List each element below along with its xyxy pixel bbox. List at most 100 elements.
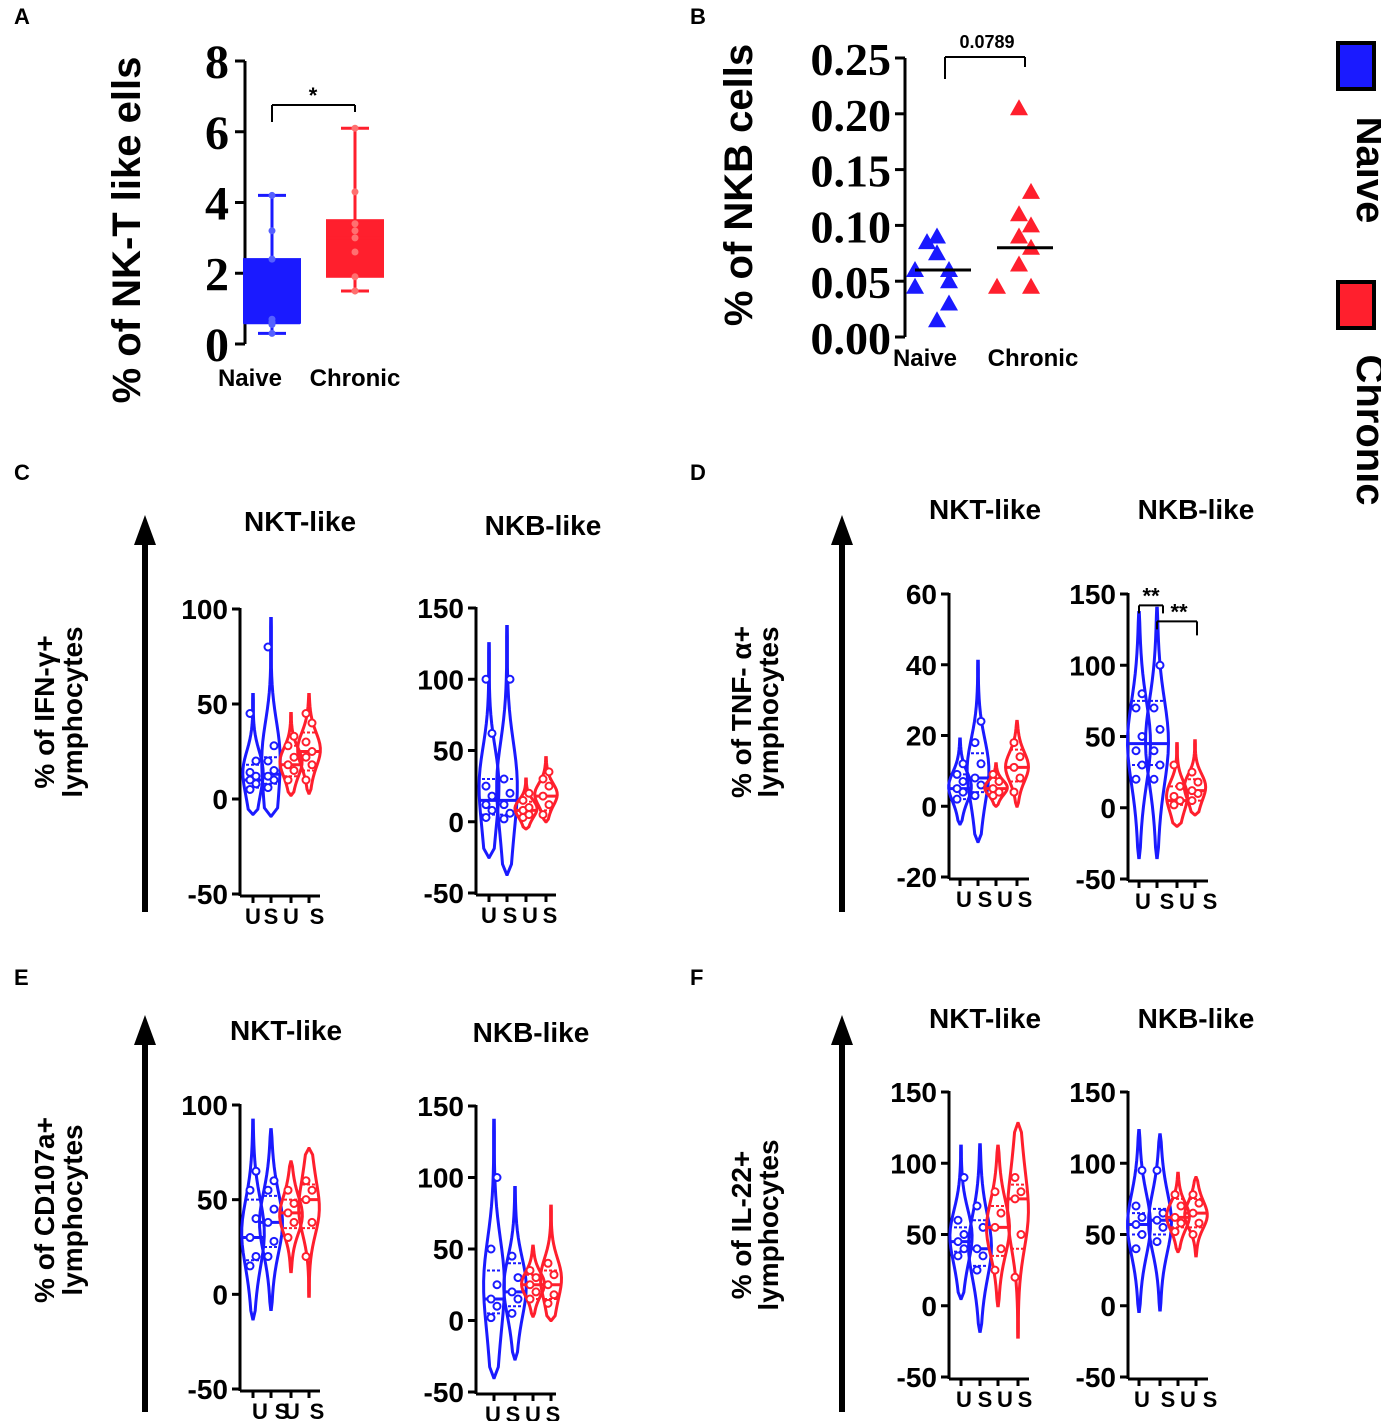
- violin-naive: [495, 625, 519, 876]
- data-point: [970, 791, 980, 801]
- x-tick-label: U: [485, 1402, 501, 1421]
- x-tick-label: S: [1018, 887, 1033, 912]
- data-point: [268, 191, 276, 199]
- data-point: [487, 791, 497, 801]
- data-point: [1188, 1208, 1198, 1218]
- data-point: [481, 674, 491, 684]
- violin-naive: [260, 617, 282, 818]
- violin-chronic: [513, 777, 539, 831]
- violin-shape: [965, 659, 991, 844]
- data-point: [1016, 1230, 1026, 1239]
- data-point: [1010, 1173, 1020, 1182]
- data-point: [245, 1233, 255, 1243]
- data-point: [1010, 1272, 1020, 1282]
- data-point: [972, 1244, 982, 1254]
- y-axis-label-line1: % of TNF- α+: [726, 626, 757, 798]
- data-point: [351, 234, 359, 242]
- data-point: [1131, 1220, 1141, 1230]
- violin-shape: [482, 1118, 506, 1380]
- y-axis-label-line2: lymphocytes: [57, 1124, 88, 1295]
- y-tick-label-b: 0.05: [811, 257, 892, 308]
- data-point: [1176, 1201, 1186, 1211]
- data-point: [990, 1222, 1000, 1232]
- data-point: [1187, 786, 1197, 796]
- data-point: [988, 784, 998, 794]
- data-point: [245, 767, 255, 777]
- data-point: [1010, 227, 1028, 244]
- data-point: [268, 255, 276, 263]
- x-tick-label: S: [503, 903, 518, 928]
- y-tick-label: 100: [417, 1163, 464, 1194]
- violin-shape: [477, 642, 501, 859]
- violin-shape: [502, 1186, 528, 1361]
- y-tick-label-a: 2: [205, 248, 229, 301]
- violin-naive: [502, 1186, 528, 1361]
- data-point: [307, 718, 317, 728]
- legend-label-naive: Naive: [1348, 117, 1381, 224]
- data-point: [928, 244, 946, 261]
- x-tick-label-b: Naive: [893, 345, 957, 372]
- data-point: [525, 1294, 535, 1304]
- panel-label-e: E: [14, 965, 29, 990]
- x-tick-label: S: [1018, 1387, 1033, 1412]
- x-tick-label: S: [264, 904, 279, 929]
- data-point: [1022, 216, 1040, 233]
- data-point: [906, 277, 924, 294]
- panel-e: E % of CD107a+lymphocytes NKT-like -50 0 50 10…: [14, 965, 589, 1421]
- y-tick-label-b: 0.10: [811, 201, 892, 252]
- data-point: [544, 800, 554, 810]
- subplot-title: NKB-like: [473, 1017, 590, 1048]
- data-point: [1175, 781, 1185, 791]
- violin-naive: [1126, 611, 1152, 860]
- x-tick-label: S: [310, 1399, 325, 1421]
- y-tick-label: 0: [921, 791, 937, 822]
- x-tick-label-a: Naive: [218, 365, 282, 392]
- data-point: [492, 1280, 502, 1290]
- data-point: [1015, 773, 1025, 783]
- up-arrow-head: [134, 515, 156, 545]
- data-point: [505, 808, 515, 818]
- y-tick-label: 20: [906, 721, 937, 752]
- sig-label-a: *: [309, 83, 318, 108]
- y-axis-label-line2: lymphocytes: [753, 626, 784, 797]
- data-point: [289, 1198, 299, 1208]
- panel-label-d: D: [690, 460, 706, 485]
- x-tick-label: S: [546, 1402, 561, 1421]
- data-point: [505, 788, 515, 798]
- data-point: [972, 1201, 982, 1211]
- violin-chronic: [1006, 1121, 1030, 1339]
- violin-naive: [948, 1144, 974, 1301]
- y-tick-label: -20: [897, 862, 937, 893]
- data-point: [481, 781, 491, 791]
- x-tick-label-b: Chronic: [988, 345, 1079, 372]
- y-tick-label: 50: [1085, 722, 1116, 753]
- data-point: [538, 810, 548, 820]
- data-point: [959, 1173, 969, 1182]
- data-point: [307, 747, 317, 756]
- y-tick-label: 150: [1069, 1077, 1116, 1108]
- y-tick-label: 50: [433, 1234, 464, 1265]
- data-point: [1175, 796, 1185, 806]
- x-tick-label: U: [1134, 1387, 1150, 1412]
- y-tick-label: -50: [188, 1374, 228, 1405]
- data-point: [996, 1244, 1006, 1254]
- data-point: [1152, 1165, 1162, 1175]
- data-point: [1137, 689, 1147, 699]
- y-tick-label: 0: [921, 1291, 937, 1322]
- data-point: [1194, 1198, 1204, 1208]
- data-point: [251, 771, 261, 781]
- violin-shape: [948, 1144, 974, 1301]
- data-point: [1169, 760, 1179, 770]
- violin-shape: [1004, 719, 1030, 808]
- panel-d: D % of TNF- α+lymphocytes NKT-like -20 0 20 40…: [690, 460, 1254, 914]
- violin-chronic: [278, 712, 304, 797]
- data-point: [1155, 760, 1165, 770]
- data-point: [972, 1265, 982, 1275]
